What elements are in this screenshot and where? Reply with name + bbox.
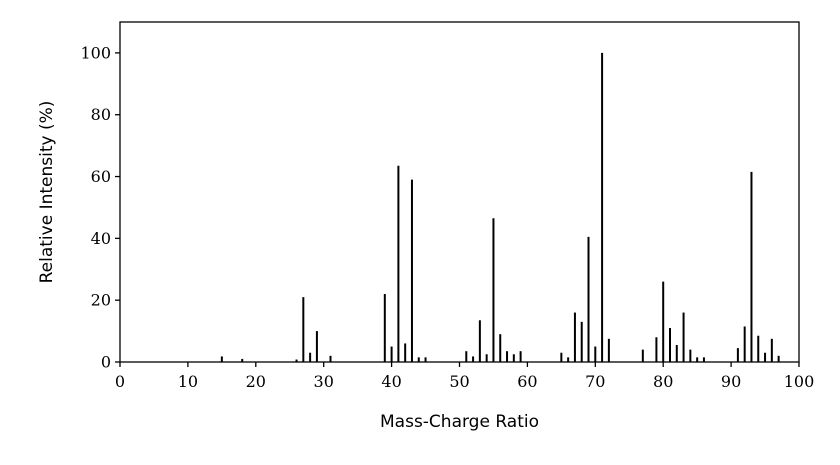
- y-tick-label-20: 20: [91, 291, 111, 310]
- x-tick-label-50: 50: [449, 372, 469, 391]
- x-tick-label-60: 60: [517, 372, 537, 391]
- y-axis-ticks: 0 20 40 60 80 100: [80, 43, 120, 372]
- x-tick-label-30: 30: [314, 372, 334, 391]
- y-tick-label-0: 0: [101, 353, 111, 372]
- y-tick-label-40: 40: [91, 229, 111, 248]
- y-tick-label-80: 80: [91, 105, 111, 124]
- y-axis-label: Relative Intensity (%): [37, 101, 57, 284]
- x-tick-label-80: 80: [653, 372, 673, 391]
- y-tick-label-60: 60: [91, 167, 111, 186]
- x-axis-ticks: 0 10 20 30 40 50 60 70 80 90 100: [115, 362, 814, 391]
- x-tick-label-70: 70: [585, 372, 605, 391]
- x-tick-label-20: 20: [246, 372, 266, 391]
- x-tick-label-40: 40: [381, 372, 401, 391]
- x-tick-label-0: 0: [115, 372, 125, 391]
- x-axis-label: Mass-Charge Ratio: [380, 412, 539, 432]
- plot-frame: [119, 21, 800, 363]
- x-tick-label-10: 10: [178, 372, 198, 391]
- x-tick-label-90: 90: [721, 372, 741, 391]
- x-tick-label-100: 100: [784, 372, 815, 391]
- y-tick-label-100: 100: [80, 43, 111, 62]
- spectrum-sticks: [220, 52, 780, 362]
